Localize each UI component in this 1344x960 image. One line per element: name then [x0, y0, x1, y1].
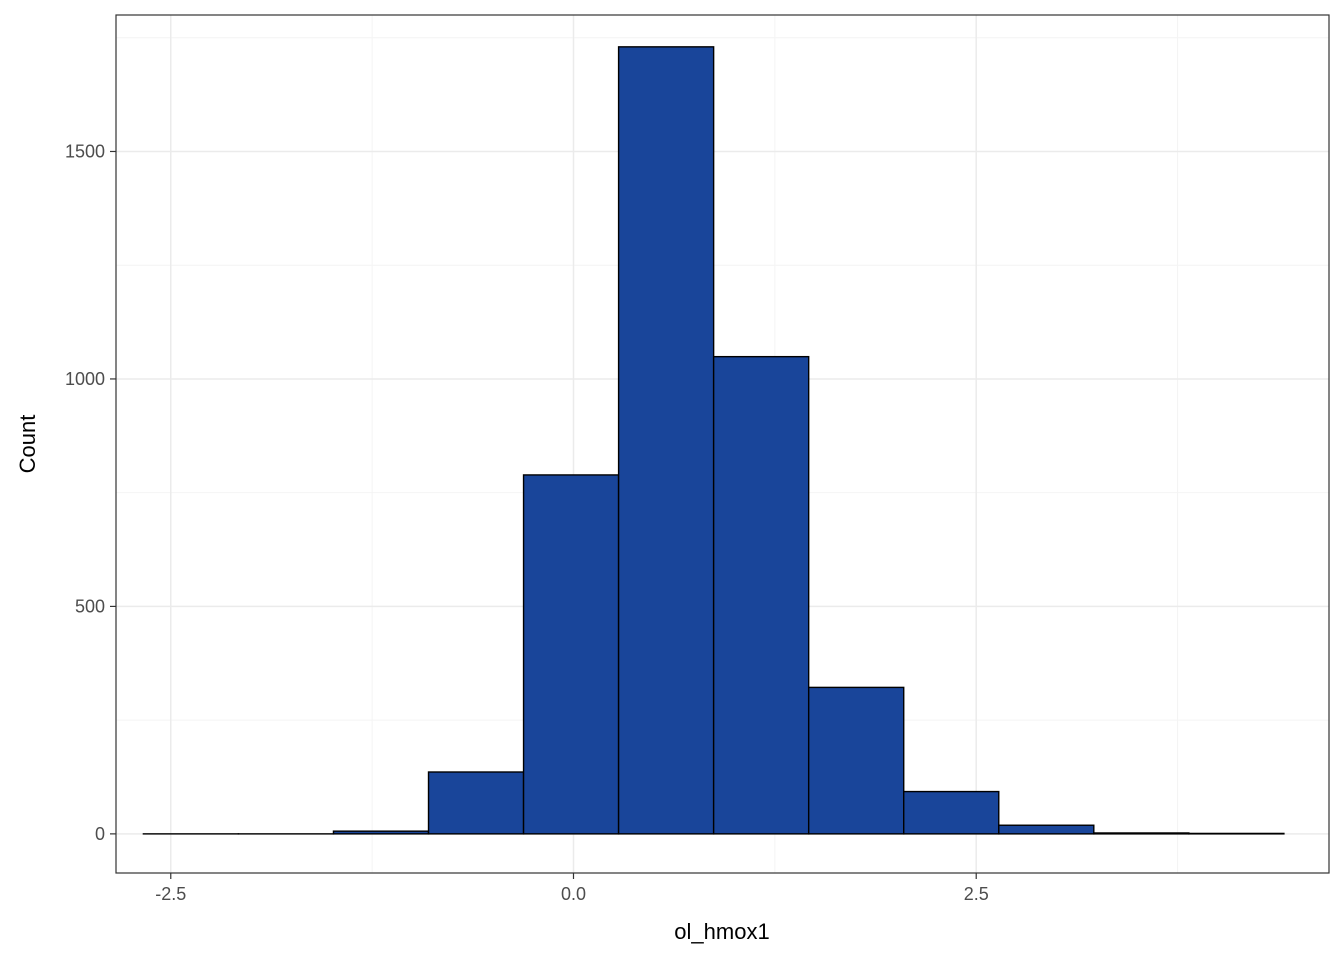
- histogram-bar: [807, 686, 905, 835]
- histogram-bar: [998, 824, 1095, 835]
- x-axis-title: ol_hmox1: [674, 919, 769, 944]
- histogram-bar: [903, 790, 1000, 835]
- y-axis-title: Count: [15, 415, 40, 474]
- y-tick-label: 1000: [65, 369, 105, 389]
- histogram-bar: [427, 771, 525, 835]
- histogram-bars: [142, 46, 1285, 835]
- y-tick-label: 0: [95, 824, 105, 844]
- histogram-bar: [332, 830, 430, 835]
- histogram-bar: [522, 474, 620, 835]
- panel-border: [115, 14, 1330, 874]
- y-axis-ticks: 0 500 1000 1500: [65, 141, 116, 844]
- histogram-bar: [1093, 832, 1190, 835]
- y-tick-label: 1500: [65, 141, 105, 161]
- y-tick-label: 500: [75, 596, 105, 616]
- x-tick-label: 0.0: [561, 884, 586, 904]
- x-tick-label: -2.5: [155, 884, 186, 904]
- histogram-bar: [617, 46, 715, 835]
- x-tick-label: 2.5: [964, 884, 989, 904]
- x-axis-ticks: -2.5 0.0 2.5: [155, 873, 989, 904]
- histogram-bar: [712, 355, 810, 835]
